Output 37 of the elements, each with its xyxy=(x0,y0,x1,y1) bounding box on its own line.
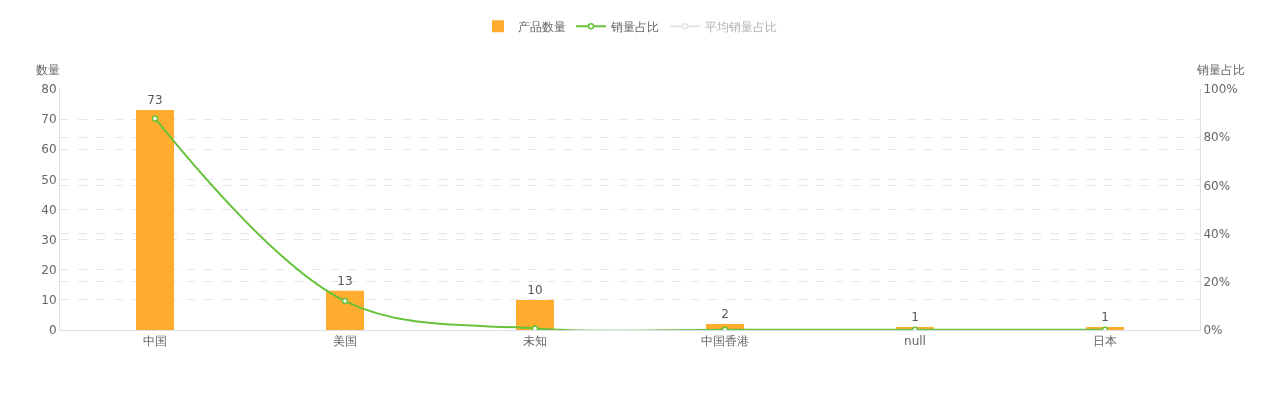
y-tick-label: 30 xyxy=(41,232,57,247)
y2-tick-label: 100% xyxy=(1203,82,1238,97)
point xyxy=(341,297,349,305)
x-tick-label: 美国 xyxy=(333,334,357,349)
y-tick-label: 50 xyxy=(41,172,57,187)
data-label: 2 xyxy=(721,306,729,321)
legend-label: 平均销量占比 xyxy=(705,19,777,34)
y-tick-label: 70 xyxy=(41,112,57,127)
y2-tick-label: 0% xyxy=(1203,323,1223,338)
y-tick-label: 40 xyxy=(41,202,57,217)
y2-tick-label: 20% xyxy=(1203,275,1231,289)
y2-tick-label: 80% xyxy=(1203,130,1231,145)
point xyxy=(151,115,159,122)
y-tick-label: 60 xyxy=(41,142,57,157)
data-label: 1 xyxy=(1101,309,1109,324)
data-label: 1 xyxy=(911,309,919,324)
bar xyxy=(136,110,174,330)
y-axis-title: 数量 xyxy=(36,63,60,77)
legend-label: 销量占比 xyxy=(610,19,659,34)
data-label: 10 xyxy=(527,282,543,297)
data-label: 13 xyxy=(337,273,353,288)
bar xyxy=(516,299,554,330)
x-tick-label: 中国 xyxy=(143,334,167,349)
y-tick-label: 20 xyxy=(41,262,57,277)
x-tick-label: 日本 xyxy=(1093,334,1117,349)
bar xyxy=(326,290,364,330)
y-tick-label: 0 xyxy=(48,323,57,338)
legend-label: 产品数量 xyxy=(518,19,566,34)
y2-tick-label: 60% xyxy=(1203,178,1231,193)
data-label: 73 xyxy=(147,93,163,108)
x-tick-label: 中国香港 xyxy=(701,334,749,349)
y2-tick-label: 40% xyxy=(1203,226,1231,241)
y-tick-label: 80 xyxy=(41,82,57,97)
y-tick-label: 10 xyxy=(41,293,57,308)
x-tick-label: null xyxy=(904,334,926,349)
x-tick-label: 未知 xyxy=(523,334,547,349)
y2-axis-title: 销量占比 xyxy=(1196,63,1245,77)
